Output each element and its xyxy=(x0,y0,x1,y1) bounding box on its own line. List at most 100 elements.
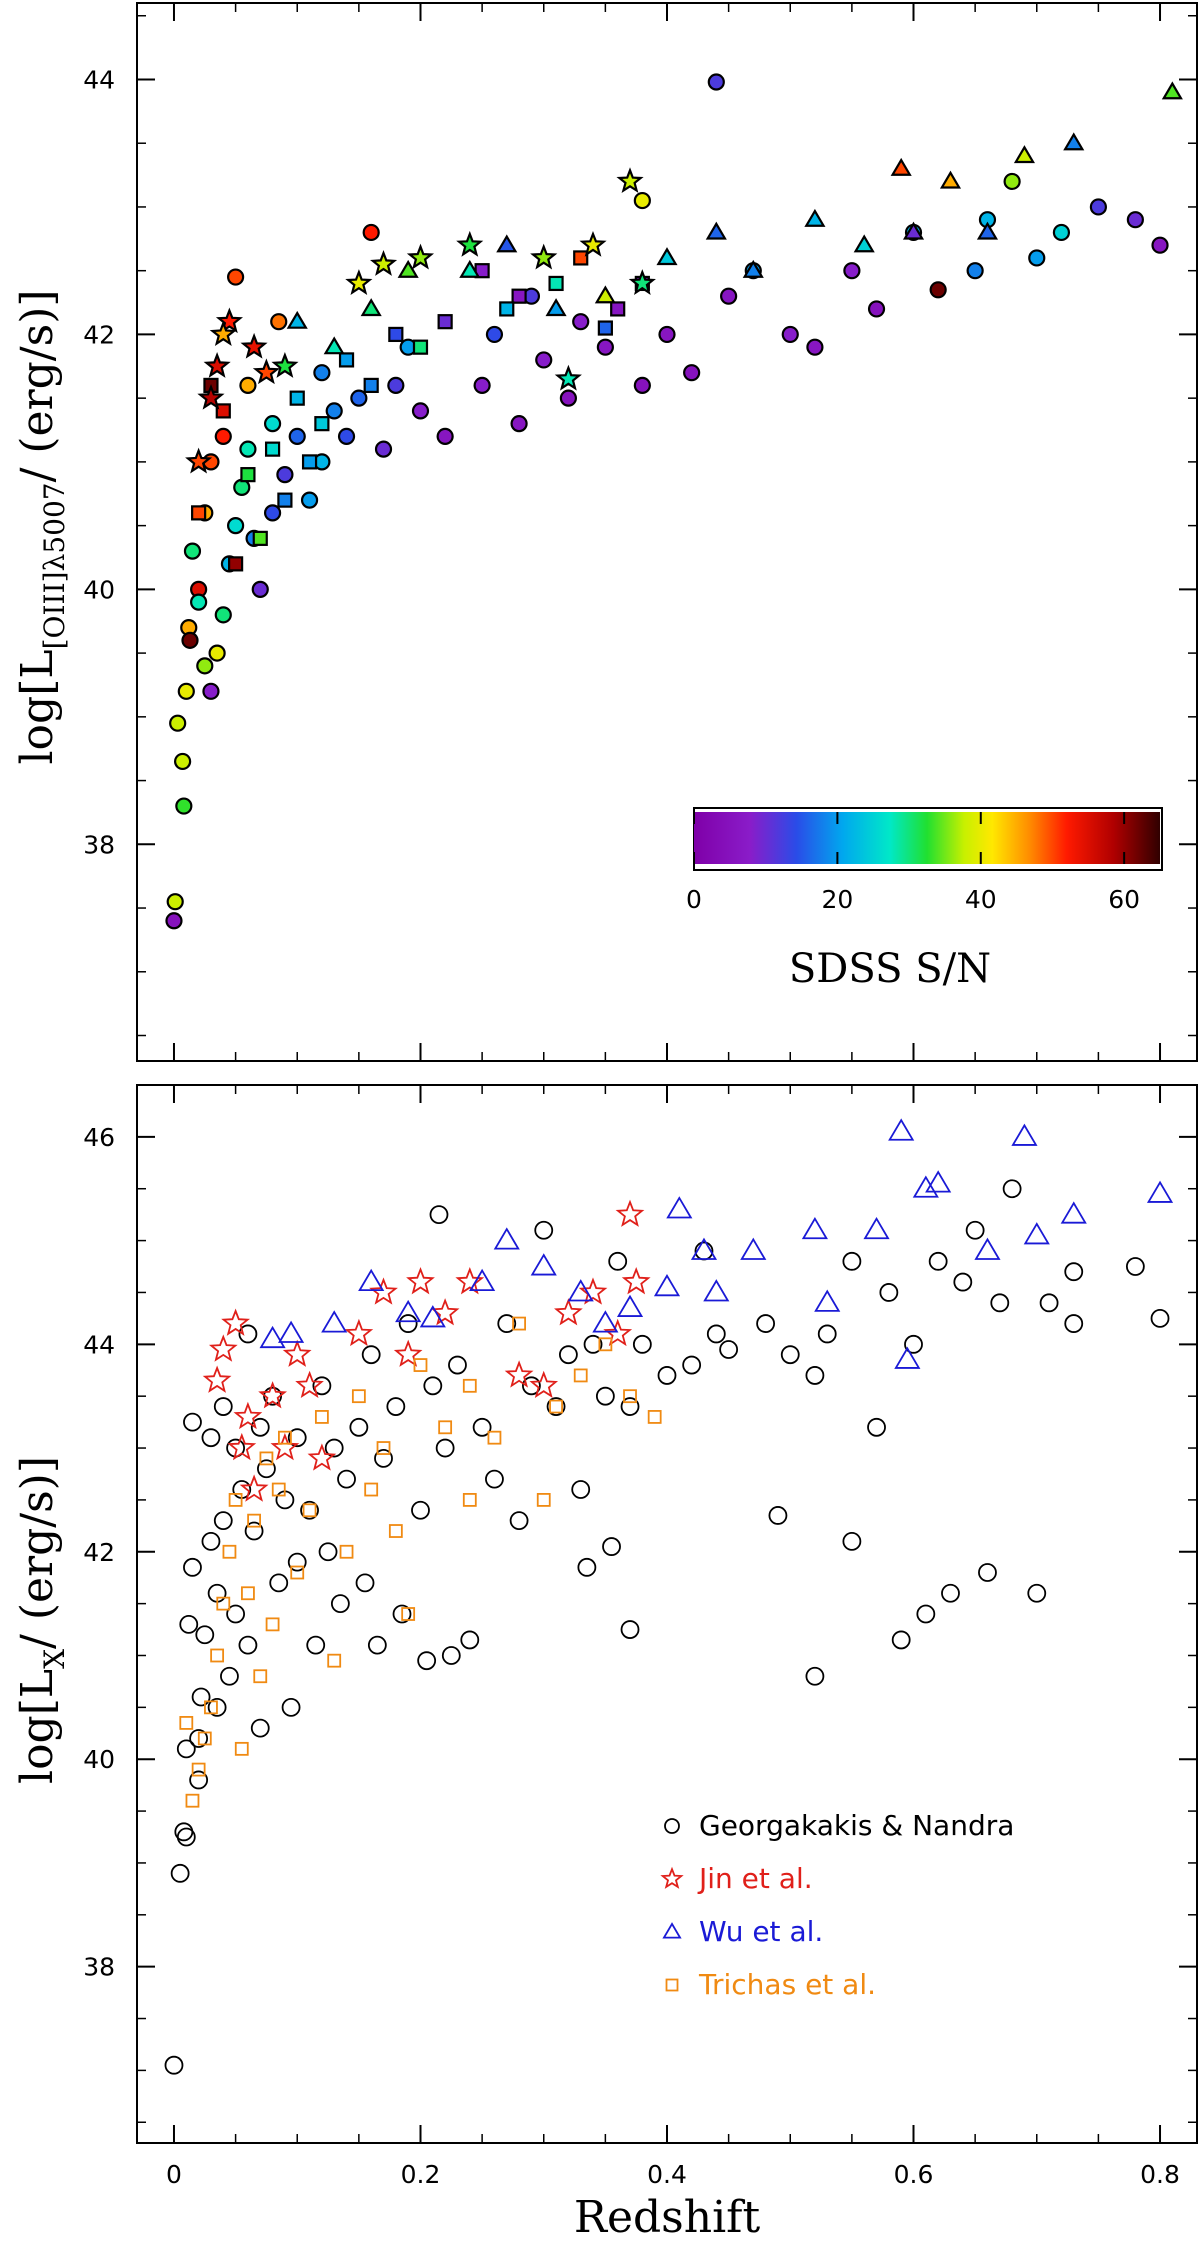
bottom-circle-point xyxy=(176,1739,196,1759)
bottom-square-point xyxy=(278,1430,292,1445)
bottom-triangle-point xyxy=(395,1299,422,1323)
top-star-point xyxy=(185,447,213,474)
bottom-triangle-point xyxy=(1146,1180,1174,1203)
x-axis-title: Redshift xyxy=(574,2192,761,2243)
bottom-triangle-point xyxy=(419,1305,446,1328)
top-circle-point xyxy=(270,313,288,331)
top-circle-point xyxy=(165,912,183,930)
top-triangle-point xyxy=(853,234,875,253)
top-circle-point xyxy=(843,262,861,280)
top-square-point xyxy=(597,320,613,336)
bottom-square-point xyxy=(234,1741,249,1756)
top-triangle-point xyxy=(804,208,826,227)
top-circle-point xyxy=(1126,211,1144,229)
top-square-point xyxy=(338,352,355,368)
bottom-star-point xyxy=(233,1401,263,1430)
bottom-circle-point xyxy=(337,1469,356,1489)
bottom-circle-point xyxy=(657,1366,677,1385)
bottom-square-point xyxy=(573,1368,588,1383)
bottom-triangle-point xyxy=(740,1237,767,1260)
top-circle-point xyxy=(325,402,343,420)
top-star-point xyxy=(456,230,484,257)
bottom-circle-point xyxy=(238,1635,258,1655)
top-star-point xyxy=(616,167,644,193)
bottom-square-point xyxy=(265,1617,280,1632)
bottom-circle-point xyxy=(497,1314,517,1333)
bottom-square-point xyxy=(512,1316,526,1331)
bottom-star-point xyxy=(393,1339,423,1367)
legend: Georgakakis & Nandra Jin et al. Wu et al. T… xyxy=(660,1809,1014,2001)
bottom-circle-point xyxy=(602,1537,621,1556)
top-circle-point xyxy=(1028,249,1046,267)
top-triangle-point xyxy=(545,298,567,317)
bottom-xtick-label: 0.4 xyxy=(647,2160,687,2189)
bottom-circle-point xyxy=(386,1397,406,1416)
bottom-circle-point xyxy=(756,1314,776,1333)
bottom-circle-point xyxy=(183,1557,202,1577)
bottom-circle-point xyxy=(842,1251,862,1271)
bottom-triangle-point xyxy=(894,1346,921,1369)
bottom-square-point xyxy=(253,1669,268,1684)
top-panel: 38 40 42 44 log[L[OIII]λ5007/ (erg/s)] 0 20 4… xyxy=(12,2,1198,1062)
bottom-circle-point xyxy=(183,1412,202,1432)
bottom-circle-point xyxy=(1150,1308,1170,1328)
top-square-point xyxy=(388,326,404,343)
bottom-triangle-point xyxy=(974,1237,1001,1260)
bottom-circle-point xyxy=(780,1345,800,1365)
colorbar-tick-label: 40 xyxy=(965,885,997,914)
bottom-square-point xyxy=(364,1482,379,1497)
bottom-xtick-label: 0 xyxy=(166,2160,182,2189)
bottom-circle-point xyxy=(355,1573,375,1593)
bottom-y-axis-title: log[LX/ (erg/s)] xyxy=(12,1456,71,1784)
top-circle-point xyxy=(559,389,577,407)
bottom-triangle-point xyxy=(259,1325,286,1349)
bottom-circle-point xyxy=(879,1283,899,1302)
top-triangle-point xyxy=(976,221,999,240)
top-star-point xyxy=(215,307,243,334)
bottom-circle-point xyxy=(620,1397,640,1416)
bottom-ticks: 0 0.2 0.4 0.6 0.8 38 40 42 44 46 xyxy=(83,1084,1197,2189)
bottom-triangle-point xyxy=(863,1216,890,1240)
top-star-point xyxy=(209,320,237,347)
colorbar-tick-label: 20 xyxy=(821,885,853,914)
bottom-star-point xyxy=(504,1360,534,1388)
top-circle-point xyxy=(239,440,257,458)
bottom-star-point xyxy=(615,1199,645,1227)
bottom-star-point xyxy=(455,1267,485,1295)
bottom-square-point xyxy=(210,1648,225,1663)
bottom-square-point xyxy=(216,1596,231,1611)
top-star-point xyxy=(370,250,398,276)
bottom-circle-point xyxy=(189,1729,209,1748)
bottom-circle-point xyxy=(269,1573,289,1593)
bottom-circle-point xyxy=(941,1583,960,1603)
top-star-point xyxy=(628,269,656,296)
legend-label: Trichas et al. xyxy=(698,1968,876,2001)
bottom-circle-point xyxy=(1125,1257,1145,1276)
bottom-circle-point xyxy=(558,1345,578,1365)
bottom-circle-point xyxy=(867,1417,886,1437)
top-circle-point xyxy=(251,580,269,598)
top-triangle-point xyxy=(890,157,912,176)
top-circle-point xyxy=(596,338,614,356)
bottom-star-point xyxy=(578,1277,608,1305)
top-star-point xyxy=(271,352,299,378)
top-circle-point xyxy=(263,504,282,522)
bottom-star-point xyxy=(282,1339,312,1367)
bottom-circle-point xyxy=(220,1666,239,1686)
bottom-circle-point xyxy=(965,1220,985,1240)
bottom-triangle-point xyxy=(653,1273,681,1297)
bottom-square-point xyxy=(413,1358,428,1372)
top-circle-point xyxy=(1003,172,1021,191)
top-star-point xyxy=(197,383,225,410)
top-ticks: 38 40 42 44 xyxy=(83,3,1197,1061)
top-star-point xyxy=(203,352,231,378)
top-star-point xyxy=(579,230,607,257)
legend-label: Wu et al. xyxy=(699,1915,823,1948)
bottom-circle-point xyxy=(577,1557,597,1577)
legend-marker-circle xyxy=(664,1818,680,1834)
bottom-square-point xyxy=(290,1565,305,1580)
bottom-circle-point xyxy=(411,1500,430,1520)
bottom-ytick-label: 44 xyxy=(83,1330,115,1359)
top-circle-point xyxy=(208,644,226,662)
top-circle-point xyxy=(1052,223,1071,242)
